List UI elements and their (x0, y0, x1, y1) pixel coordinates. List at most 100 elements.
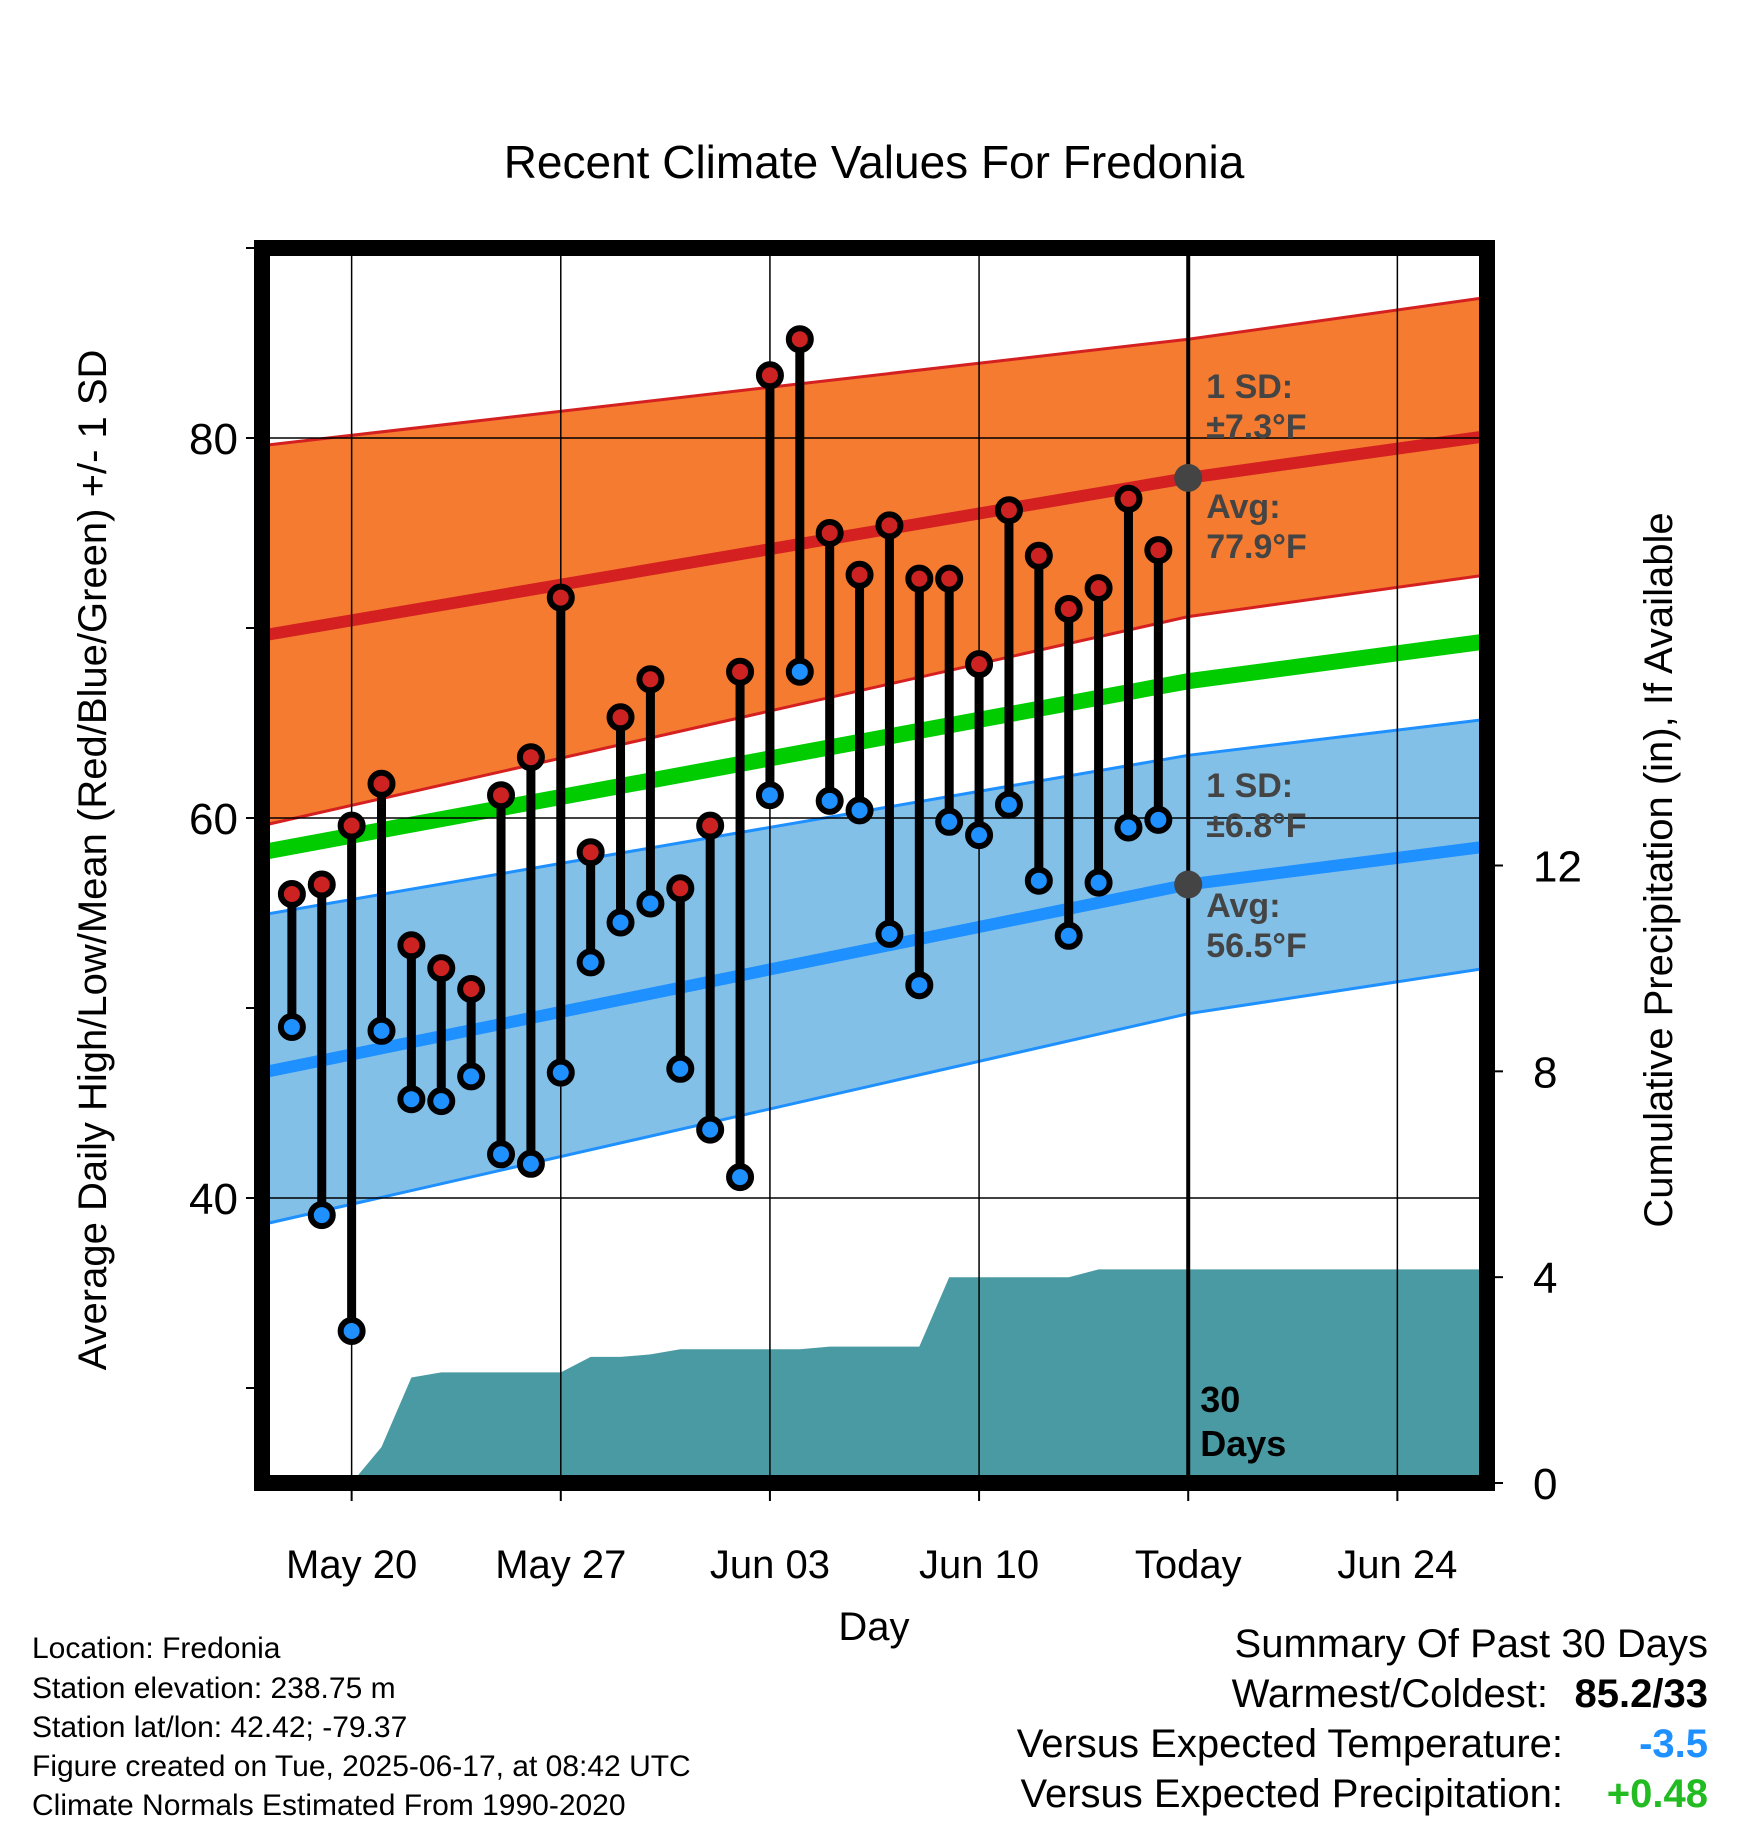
meta-elevation: Station elevation: 238.75 m (32, 1672, 396, 1705)
daily-high-point (337, 811, 366, 840)
low-avg-label: Avg: (1206, 887, 1280, 925)
daily-high-point (367, 769, 396, 798)
daily-low-point (726, 1163, 755, 1192)
daily-high-point (845, 560, 874, 589)
daily-high-point (875, 511, 904, 540)
daily-low-point (755, 781, 784, 810)
daily-high-point (307, 870, 336, 899)
today-low-avg-marker (1174, 870, 1203, 899)
daily-high-point (516, 743, 545, 772)
daily-low-point (606, 908, 635, 937)
y-tick-label: 80 (189, 415, 238, 464)
y-tick-label: 40 (189, 1175, 238, 1224)
y-tick-label: 60 (189, 795, 238, 844)
summary-warmest-value: 85.2/33 (1574, 1672, 1708, 1716)
daily-low-point (546, 1058, 575, 1087)
daily-low-point (487, 1140, 516, 1169)
daily-high-point (935, 564, 964, 593)
x-tick-label: May 27 (495, 1543, 626, 1587)
plot-content (262, 248, 1487, 1483)
daily-high-point (397, 931, 426, 960)
daily-low-point (935, 807, 964, 836)
meta-normals: Climate Normals Estimated From 1990-2020 (32, 1789, 626, 1822)
high-sd-label: 1 SD: (1206, 368, 1293, 406)
daily-high-point (546, 583, 575, 612)
today-high-avg-marker (1174, 463, 1203, 492)
x-tick-label: May 20 (286, 1543, 417, 1587)
daily-high-point (1084, 574, 1113, 603)
daily-high-point (965, 650, 994, 679)
high-avg-value: 77.9°F (1206, 528, 1307, 566)
meta-created: Figure created on Tue, 2025-06-17, at 08… (32, 1750, 691, 1783)
daily-low-point (815, 786, 844, 815)
daily-high-point (1114, 484, 1143, 513)
daily-high-point (576, 838, 605, 867)
summary-precip-value: +0.48 (1606, 1772, 1708, 1816)
x-tick-label: Today (1135, 1543, 1242, 1587)
daily-high-point (1024, 541, 1053, 570)
daily-low-point (427, 1087, 456, 1116)
daily-high-point (666, 874, 695, 903)
daily-low-point (576, 948, 605, 977)
daily-high-point (427, 954, 456, 983)
daily-high-point (457, 975, 486, 1003)
daily-low-point (845, 796, 874, 825)
daily-high-point (994, 496, 1023, 525)
daily-low-point (367, 1016, 396, 1045)
days-count-label: 30 (1200, 1379, 1240, 1420)
daily-high-point (606, 703, 635, 732)
daily-low-point (785, 657, 814, 686)
daily-low-point (994, 790, 1023, 819)
x-tick-label: Jun 03 (710, 1543, 830, 1587)
y2-axis-label: Cumulative Precipitation (in), If Availa… (1637, 512, 1681, 1227)
daily-high-point (277, 880, 306, 908)
daily-low-point (1144, 805, 1173, 834)
daily-low-point (875, 919, 904, 948)
summary-temp-label: Versus Expected Temperature: (1016, 1722, 1563, 1766)
y2-tick-label: 0 (1533, 1460, 1557, 1509)
daily-high-point (636, 665, 665, 694)
daily-low-point (397, 1085, 426, 1114)
high-sd-value: ±7.3°F (1206, 408, 1306, 446)
daily-low-point (666, 1054, 695, 1083)
meta-latlon: Station lat/lon: 42.42; -79.37 (32, 1711, 408, 1744)
daily-low-point (965, 821, 994, 850)
y2-tick-label: 12 (1533, 843, 1582, 892)
x-tick-label: Jun 24 (1337, 1543, 1457, 1587)
daily-low-point (457, 1062, 486, 1091)
daily-low-point (905, 971, 934, 1000)
daily-high-point (487, 781, 516, 810)
daily-low-point (1024, 866, 1053, 895)
low-sd-band (262, 719, 1487, 1225)
summary-warmest-label: Warmest/Coldest: (1231, 1672, 1548, 1716)
low-sd-label: 1 SD: (1206, 767, 1293, 805)
daily-high-point (785, 325, 814, 354)
x-axis-label: Day (838, 1605, 909, 1649)
daily-low-point (337, 1317, 366, 1345)
high-sd-band (262, 297, 1487, 826)
daily-low-point (636, 889, 665, 918)
daily-high-point (696, 811, 725, 840)
daily-high-point (755, 361, 784, 390)
daily-low-point (307, 1201, 336, 1230)
low-avg-value: 56.5°F (1206, 927, 1307, 965)
y2-tick-label: 4 (1533, 1254, 1557, 1303)
x-tick-label: Jun 10 (919, 1543, 1039, 1587)
summary-title: Summary Of Past 30 Days (1234, 1622, 1708, 1666)
daily-low-point (1054, 921, 1083, 950)
daily-low-point (516, 1149, 545, 1178)
daily-low-point (1114, 813, 1143, 842)
daily-low-point (696, 1115, 725, 1144)
high-avg-label: Avg: (1206, 488, 1280, 526)
summary-temp-value: -3.5 (1639, 1722, 1708, 1766)
daily-high-point (726, 657, 755, 686)
y-axis-label: Average Daily High/Low/Mean (Red/Blue/Gr… (71, 350, 115, 1371)
y2-tick-label: 8 (1533, 1048, 1557, 1097)
daily-low-point (1084, 868, 1113, 897)
chart-title: Recent Climate Values For Fredonia (504, 136, 1245, 188)
daily-high-point (905, 564, 934, 593)
summary-precip-label: Versus Expected Precipitation: (1020, 1772, 1563, 1816)
precip-area (351, 1269, 1487, 1483)
daily-high-point (1054, 595, 1083, 623)
